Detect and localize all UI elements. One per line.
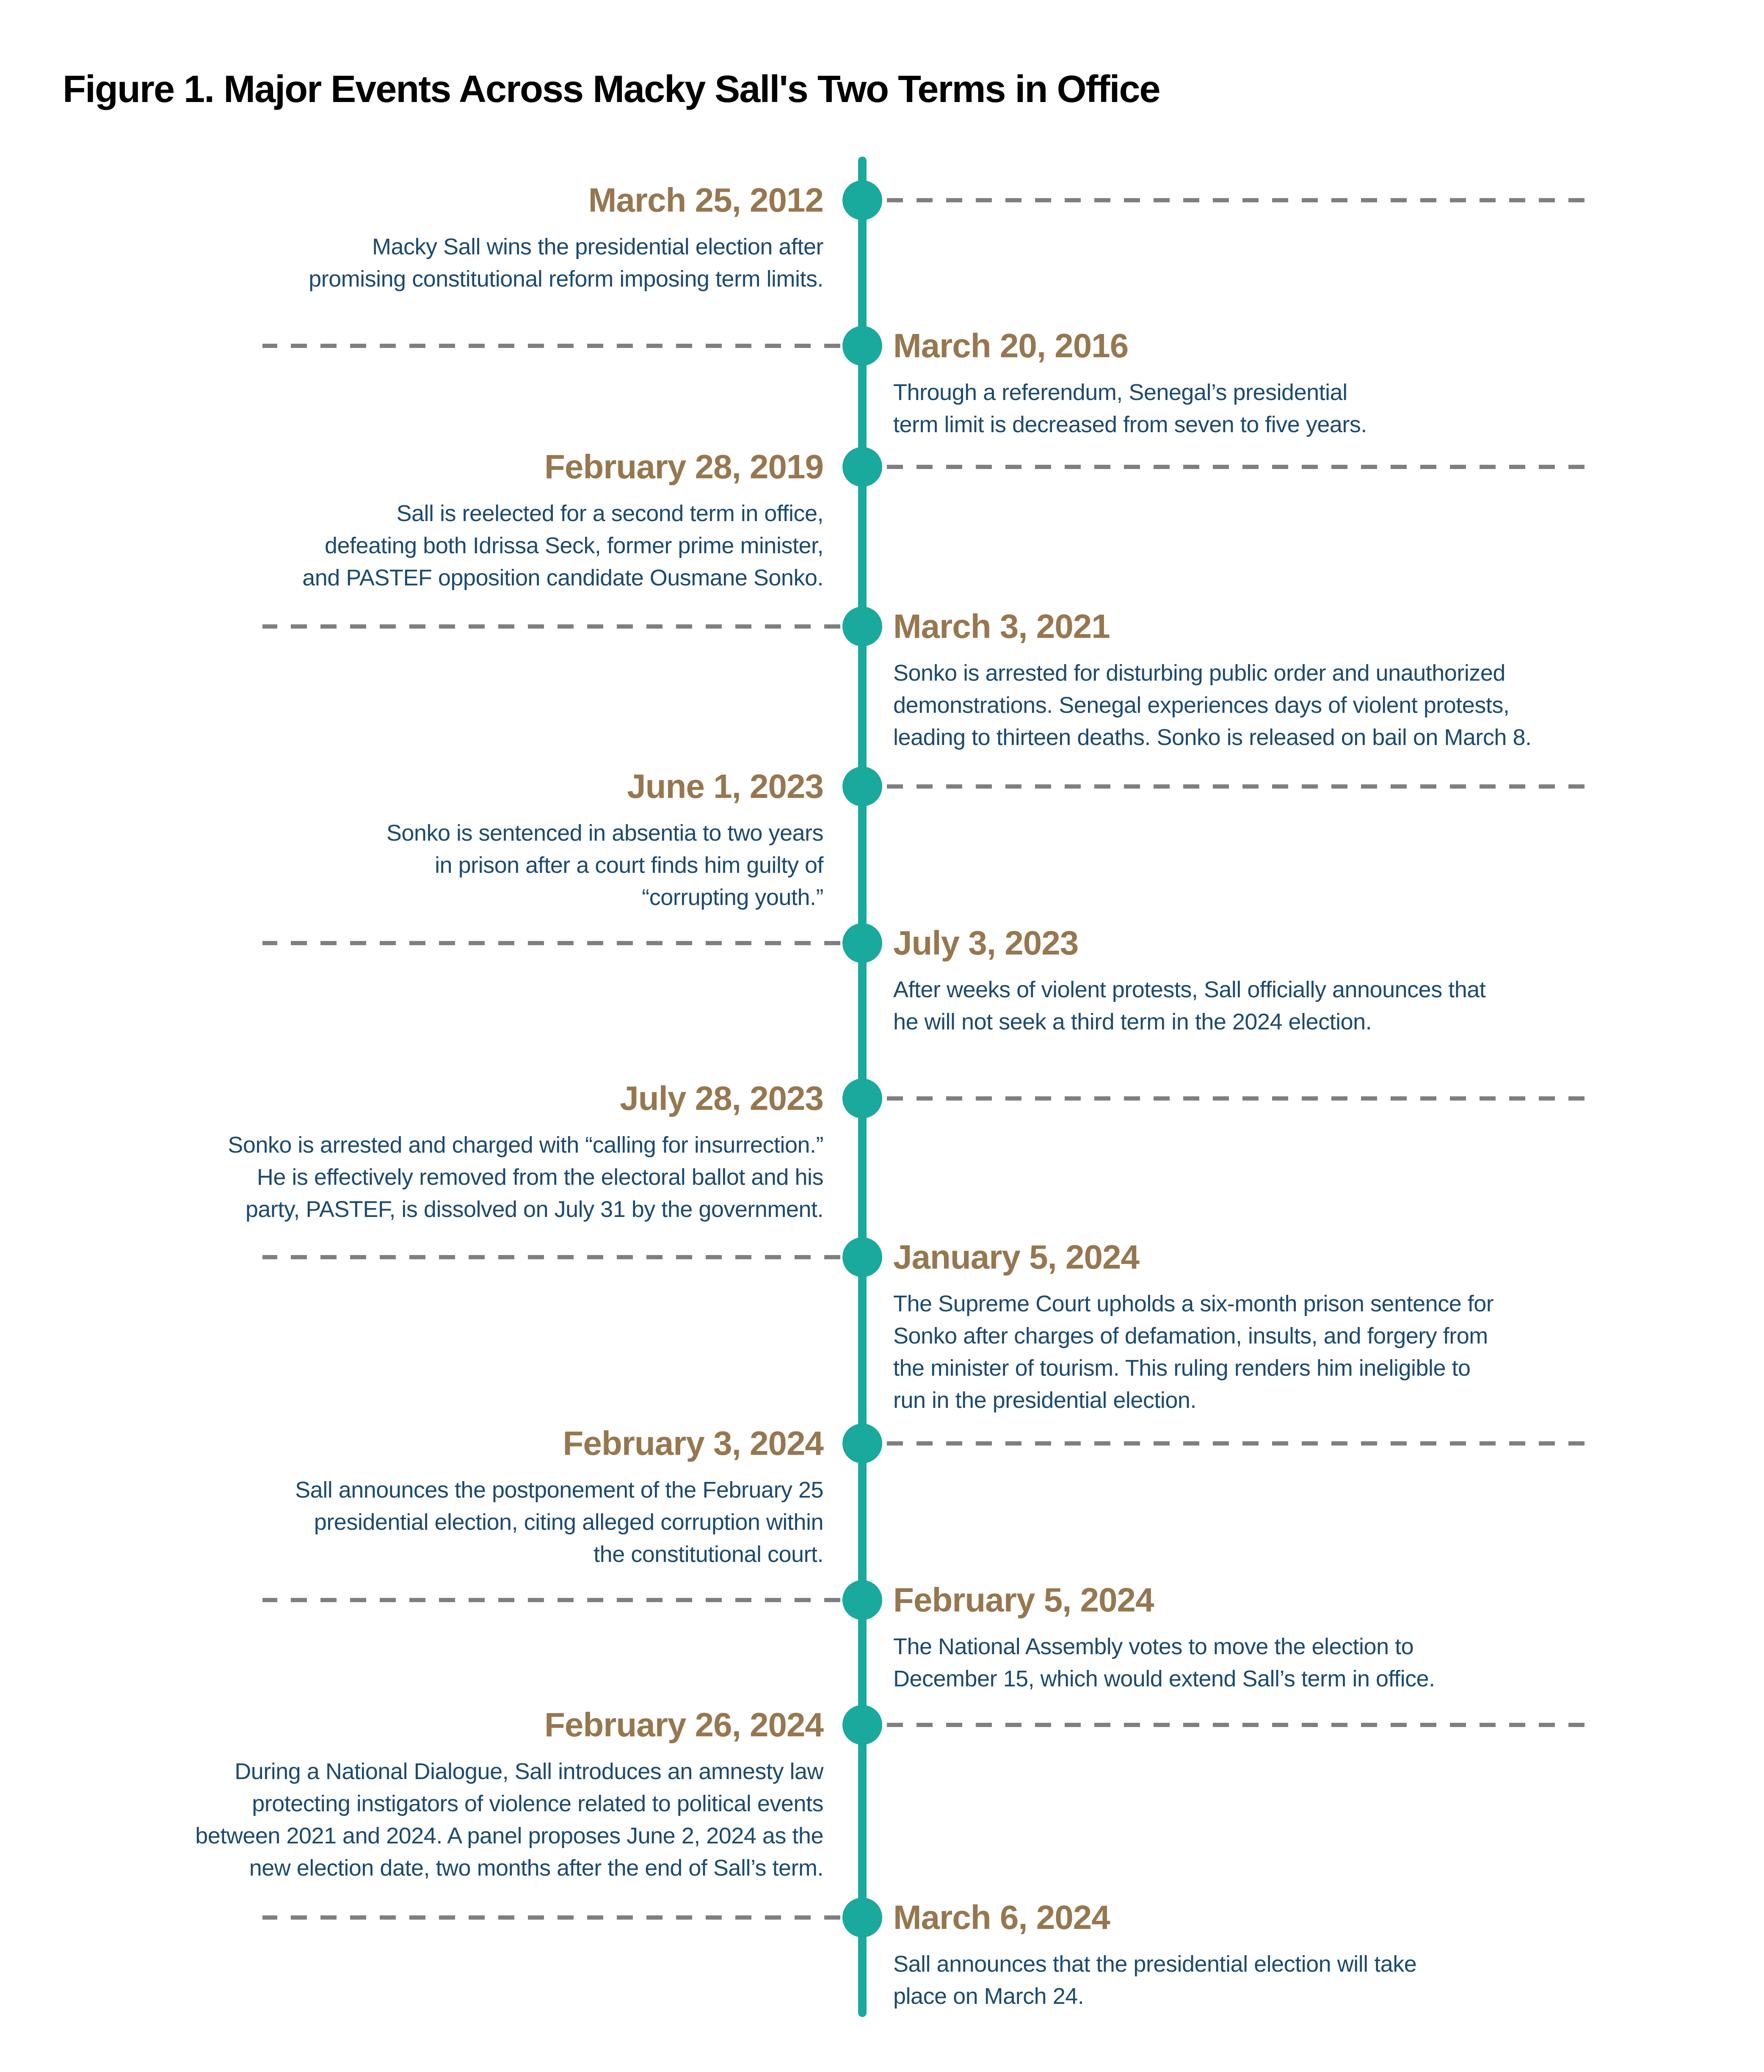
timeline-node <box>842 447 882 487</box>
event-date: February 5, 2024 <box>893 1581 1154 1619</box>
connector-dashed-line <box>887 198 1590 202</box>
timeline-event: March 6, 2024 Sall announces that the pr… <box>893 1894 1417 2012</box>
timeline-event: February 28, 2019 Sall is reelected for … <box>302 443 824 594</box>
timeline-node <box>842 1898 882 1937</box>
event-description: The National Assembly votes to move the … <box>893 1634 1435 1691</box>
timeline-event: February 5, 2024 The National Assembly v… <box>893 1576 1435 1695</box>
connector-dashed-line <box>887 1441 1590 1446</box>
event-date: February 28, 2019 <box>544 448 824 486</box>
event-description: Sall announces the postponement of the F… <box>295 1477 823 1567</box>
timeline-node <box>842 1079 882 1118</box>
event-description: Sonko is arrested and charged with “call… <box>228 1132 823 1222</box>
connector-dashed-line <box>887 1723 1590 1727</box>
event-description: Through a referendum, Senegal’s presiden… <box>893 380 1367 437</box>
connector-dashed-line <box>262 344 840 348</box>
event-date: March 20, 2016 <box>893 327 1129 364</box>
timeline-event: July 28, 2023 Sonko is arrested and char… <box>228 1075 824 1225</box>
event-description: During a National Dialogue, Sall introdu… <box>195 1759 823 1881</box>
timeline-event: March 25, 2012 Macky Sall wins the presi… <box>309 177 824 295</box>
event-date: January 5, 2024 <box>893 1238 1140 1276</box>
event-description: The Supreme Court upholds a six-month pr… <box>893 1291 1494 1413</box>
connector-dashed-line <box>262 624 840 629</box>
event-description: After weeks of violent protests, Sall of… <box>893 977 1486 1035</box>
timeline-node <box>842 180 882 220</box>
event-description: Sonko is arrested for disturbing public … <box>893 660 1532 750</box>
event-date: June 1, 2023 <box>627 767 824 805</box>
timeline-node <box>842 923 882 963</box>
event-description: Sonko is sentenced in absentia to two ye… <box>386 820 824 910</box>
timeline-event: March 3, 2021 Sonko is arrested for dist… <box>893 603 1532 753</box>
event-date: February 26, 2024 <box>544 1706 824 1744</box>
timeline-event: January 5, 2024 The Supreme Court uphold… <box>893 1233 1494 1416</box>
connector-dashed-line <box>262 1598 840 1602</box>
connector-dashed-line <box>262 1255 840 1259</box>
connector-dashed-line <box>262 1915 840 1920</box>
figure-title: Figure 1. Major Events Across Macky Sall… <box>63 68 1161 110</box>
event-description: Sall announces that the presidential ele… <box>893 1951 1417 2009</box>
timeline-event: February 3, 2024 Sall announces the post… <box>295 1420 824 1570</box>
event-date: July 28, 2023 <box>620 1079 824 1117</box>
timeline-node <box>842 607 882 646</box>
timeline-node <box>842 1237 882 1277</box>
event-date: July 3, 2023 <box>893 924 1079 962</box>
timeline-node <box>842 1424 882 1463</box>
event-date: February 3, 2024 <box>563 1424 824 1462</box>
event-date: March 6, 2024 <box>893 1898 1110 1936</box>
timeline-node <box>842 326 882 366</box>
timeline-event: July 3, 2023 After weeks of violent prot… <box>893 919 1486 1038</box>
connector-dashed-line <box>887 1096 1590 1101</box>
event-date: March 25, 2012 <box>588 181 824 219</box>
event-date: March 3, 2021 <box>893 607 1110 645</box>
event-description: Sall is reelected for a second term in o… <box>302 501 823 590</box>
timeline-node <box>842 1580 882 1620</box>
connector-dashed-line <box>887 465 1590 469</box>
timeline-event: March 20, 2016 Through a referendum, Sen… <box>893 322 1367 441</box>
timeline-event: February 26, 2024 During a National Dial… <box>195 1701 824 1884</box>
event-description: Macky Sall wins the presidential electio… <box>309 234 823 292</box>
connector-dashed-line <box>262 941 840 945</box>
timeline-event: June 1, 2023 Sonko is sentenced in absen… <box>386 763 824 913</box>
timeline-node <box>842 767 882 806</box>
timeline-node <box>842 1705 882 1745</box>
connector-dashed-line <box>887 784 1590 789</box>
